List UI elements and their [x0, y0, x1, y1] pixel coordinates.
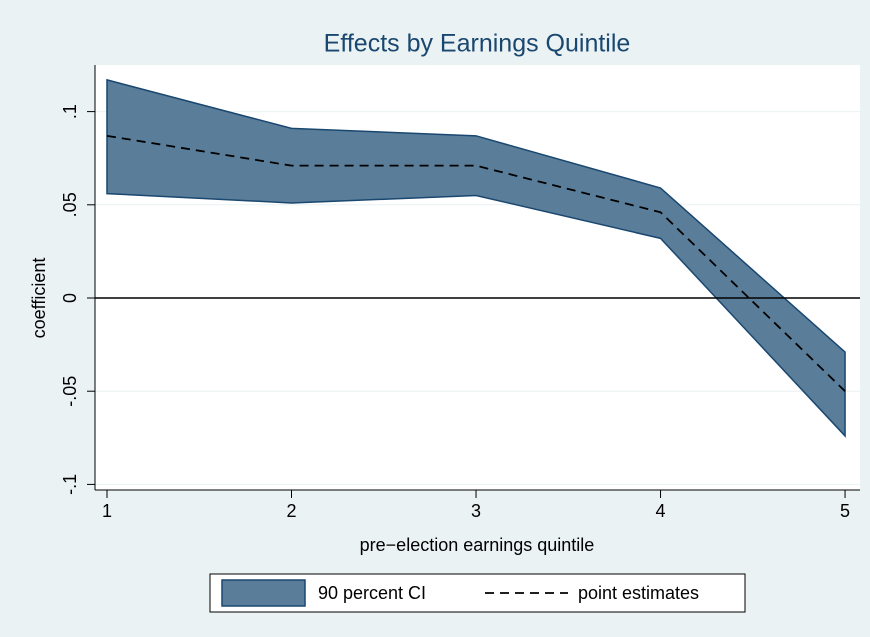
x-tick-label: 3	[471, 501, 481, 521]
legend-label: point estimates	[578, 583, 699, 603]
legend-swatch	[221, 579, 306, 607]
x-axis-title: pre−election earnings quintile	[360, 535, 595, 555]
y-tick-label: -.1	[60, 474, 80, 495]
ci-band	[106, 78, 846, 438]
chart-title: Effects by Earnings Quintile	[324, 30, 631, 58]
point-estimate-line	[106, 134, 846, 392]
legend-label: 90 percent CI	[318, 583, 426, 603]
x-tick-label: 2	[287, 501, 297, 521]
x-tick-label: 1	[102, 501, 112, 521]
x-tick-label: 4	[656, 501, 666, 521]
y-axis-title: coefficient	[29, 258, 49, 339]
y-tick-label: .05	[60, 192, 80, 217]
y-tick-label: 0	[60, 293, 80, 303]
x-tick-label: 5	[840, 501, 850, 521]
y-tick-label: -.05	[60, 376, 80, 407]
y-tick-label: .1	[60, 104, 80, 119]
